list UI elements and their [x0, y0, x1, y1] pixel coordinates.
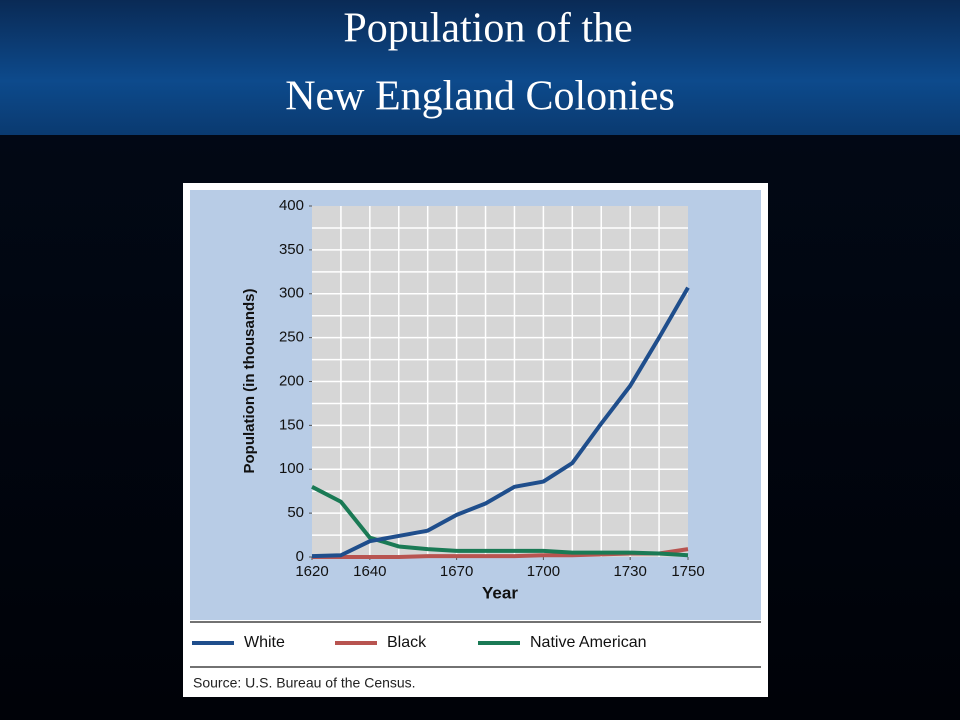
x-tick-label: 1730 — [613, 563, 646, 580]
header — [0, 0, 960, 135]
title-line: Population of the — [343, 6, 632, 52]
title-line: New England Colonies — [285, 74, 675, 120]
y-tick-label: 0 — [296, 548, 304, 565]
series-line — [311, 286, 690, 559]
y-tick-label: 100 — [279, 460, 304, 477]
legend-label: Native American — [530, 634, 647, 651]
y-tick-label: 350 — [279, 241, 304, 258]
x-tick-label: 1700 — [527, 563, 560, 580]
x-tick-label: 1620 — [295, 563, 328, 580]
x-axis-label: Year — [482, 583, 518, 602]
y-tick-label: 400 — [279, 197, 304, 214]
source-note: Source: U.S. Bureau of the Census. — [193, 675, 416, 691]
legend-label: White — [244, 634, 285, 651]
y-axis-label: Population (in thousands) — [241, 289, 258, 474]
y-tick-label: 300 — [279, 285, 304, 302]
y-tick-label: 50 — [287, 504, 304, 521]
y-tick-label: 150 — [279, 416, 304, 433]
x-tick-label: 1670 — [440, 563, 473, 580]
y-tick-label: 250 — [279, 329, 304, 346]
y-tick-label: 200 — [279, 372, 304, 389]
legend-label: Black — [387, 634, 427, 651]
x-tick-label: 1640 — [353, 563, 386, 580]
x-tick-label: 1750 — [671, 563, 704, 580]
